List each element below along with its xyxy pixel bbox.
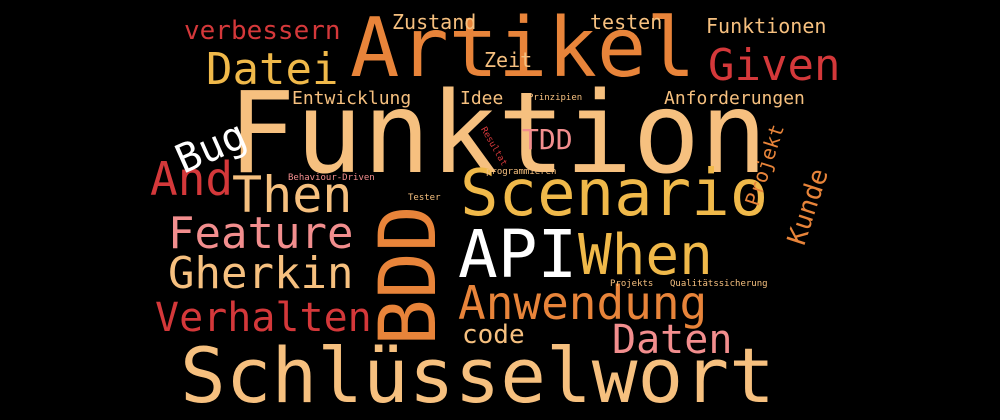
word-daten: Daten bbox=[612, 317, 733, 363]
word-datei: Datei bbox=[206, 44, 339, 95]
word-schluesselwort: Schlüsselwort bbox=[180, 331, 775, 420]
word-anwendung: Anwendung bbox=[458, 276, 708, 330]
word-projekts: Projekts bbox=[610, 279, 654, 289]
word-verhalten: Verhalten bbox=[155, 295, 372, 341]
word-when: When bbox=[578, 223, 713, 288]
word-feature: Feature bbox=[168, 208, 354, 259]
word-programmieren: programmieren bbox=[486, 167, 557, 177]
word-entwicklung: Entwicklung bbox=[292, 88, 412, 109]
word-tdd: TDD bbox=[522, 123, 573, 156]
word-scenario: Scenario bbox=[460, 157, 769, 231]
word-qualitaetssicherung: Qualitätssicherung bbox=[670, 279, 768, 289]
word-artikel: Artikel bbox=[350, 1, 696, 96]
word-kunde: Kunde bbox=[782, 164, 835, 249]
word-zeit: Zeit bbox=[484, 48, 533, 72]
word-idee: Idee bbox=[460, 88, 504, 109]
word-code: code bbox=[462, 320, 525, 350]
word-verbessern: verbessern bbox=[184, 16, 341, 46]
word-and: And bbox=[150, 152, 234, 206]
word-zustand: Zustand bbox=[392, 10, 477, 34]
word-funktionen: Funktionen bbox=[706, 14, 827, 38]
word-given: Given bbox=[708, 40, 841, 91]
word-bdd: BDD bbox=[364, 205, 454, 346]
word-testen: testen bbox=[590, 10, 663, 34]
word-funktion: Funktion bbox=[228, 69, 768, 199]
word-then: Then bbox=[232, 166, 353, 224]
word-api: API bbox=[458, 216, 578, 293]
word-behaviour-driven: Behaviour-Driven bbox=[288, 173, 375, 183]
word-gherkin: Gherkin bbox=[168, 248, 354, 299]
word-anforderungen: Anforderungen bbox=[664, 88, 805, 109]
word-prinzipien: Prinzipien bbox=[528, 93, 583, 103]
word-tester: Tester bbox=[408, 193, 441, 203]
